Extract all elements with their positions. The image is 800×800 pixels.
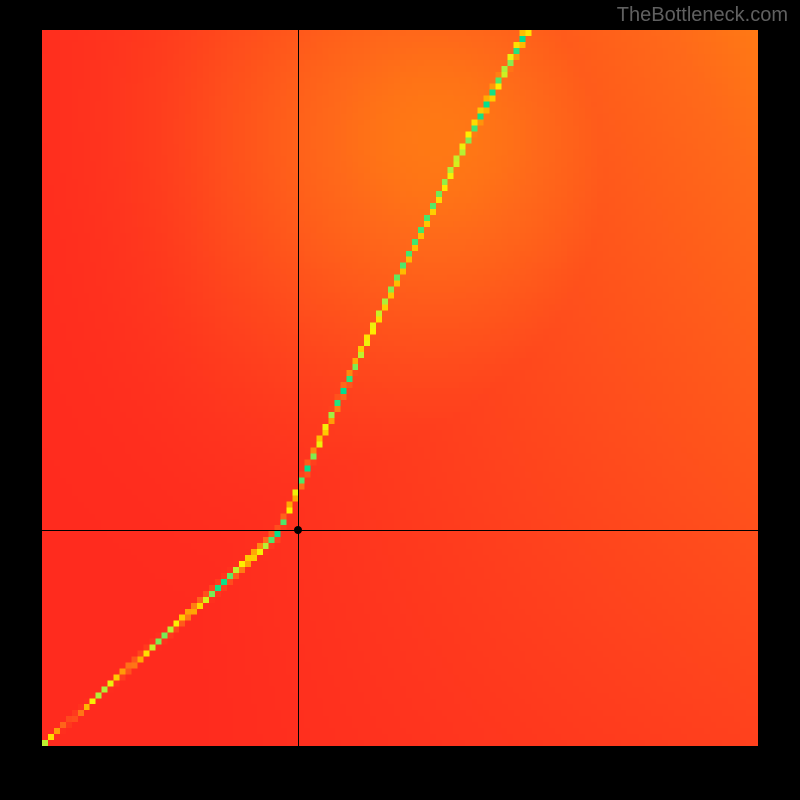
crosshair-vertical: [298, 30, 299, 746]
watermark-text: TheBottleneck.com: [617, 4, 788, 27]
crosshair-horizontal: [42, 530, 758, 531]
crosshair-marker: [294, 526, 302, 534]
heatmap-canvas: [42, 30, 758, 746]
heatmap-plot: [42, 30, 758, 746]
